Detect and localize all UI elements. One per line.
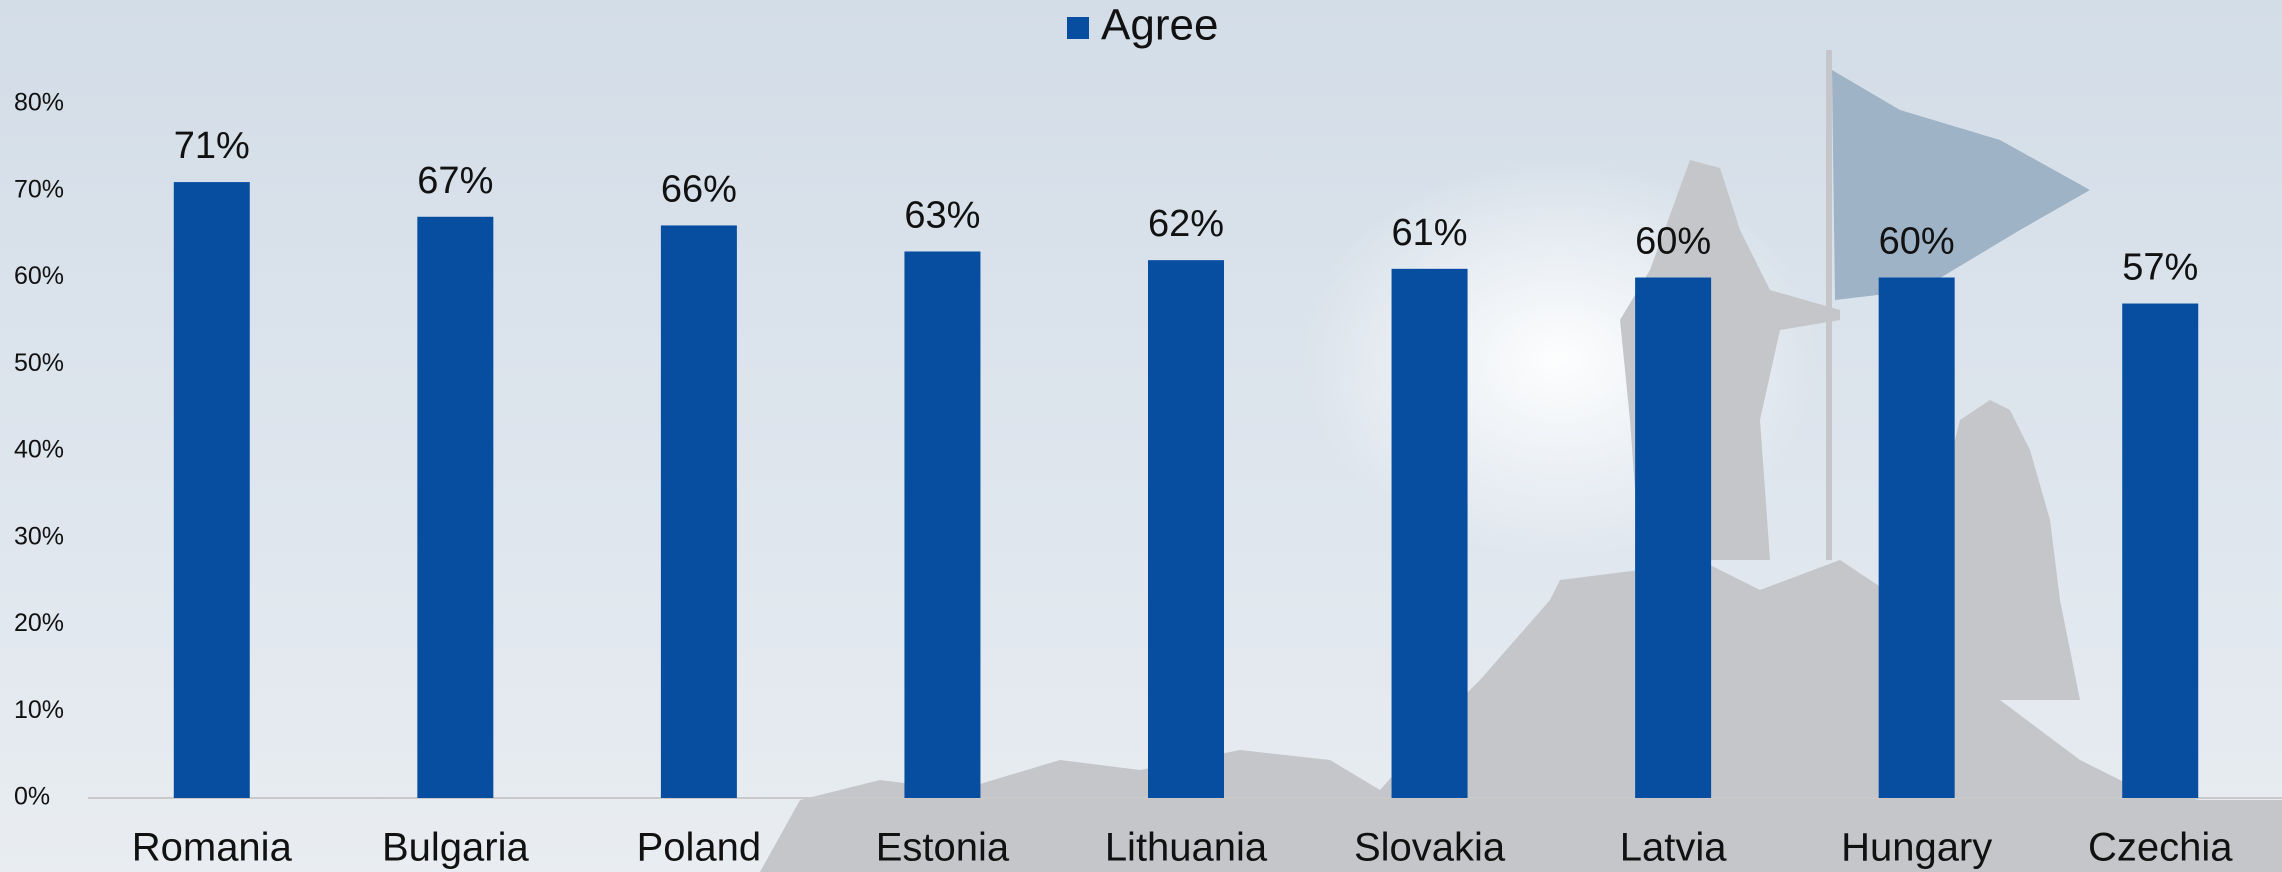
x-tick-label: Latvia (1620, 826, 1727, 870)
x-tick-label: Lithuania (1105, 826, 1268, 870)
bar (1635, 277, 1712, 798)
bar (1878, 277, 1955, 798)
x-tick-label: Hungary (1841, 826, 1992, 870)
x-tick-label: Slovakia (1354, 826, 1506, 870)
value-label: 60% (1635, 221, 1711, 263)
y-tick-label: 30% (14, 522, 64, 550)
plot-area: 0% 10% 20% 30% 40% 50% 60% 70% 80% Agree Romania 71… (14, 1, 2282, 870)
y-tick-label: 70% (14, 175, 64, 203)
y-tick-label: 80% (14, 89, 64, 117)
y-tick-label: 40% (14, 436, 64, 464)
value-label: 71% (174, 125, 250, 167)
y-tick-label: 10% (14, 696, 64, 724)
bar (2122, 303, 2199, 798)
value-label: 67% (417, 160, 493, 202)
bar (1148, 260, 1224, 798)
bar (660, 225, 737, 798)
y-tick-label: 0% (14, 783, 50, 811)
y-tick-label: 60% (14, 262, 64, 290)
bar (1391, 268, 1468, 798)
y-tick-label: 50% (14, 349, 64, 377)
value-label: 60% (1879, 221, 1955, 263)
x-tick-label: Estonia (876, 826, 1010, 870)
bar (904, 251, 981, 799)
value-label: 57% (2122, 247, 2198, 289)
bar (417, 216, 494, 798)
value-label: 61% (1392, 212, 1468, 254)
x-tick-label: Czechia (2088, 826, 2233, 870)
value-label: 63% (904, 195, 980, 237)
x-tick-label: Romania (132, 826, 293, 870)
legend-swatch (1067, 17, 1089, 39)
legend-label: Agree (1101, 1, 1218, 50)
x-tick-label: Poland (637, 826, 762, 870)
y-tick-label: 20% (14, 609, 64, 637)
bar (173, 182, 250, 798)
value-label: 62% (1148, 203, 1224, 245)
value-label: 66% (661, 168, 737, 210)
x-tick-label: Bulgaria (382, 826, 530, 870)
